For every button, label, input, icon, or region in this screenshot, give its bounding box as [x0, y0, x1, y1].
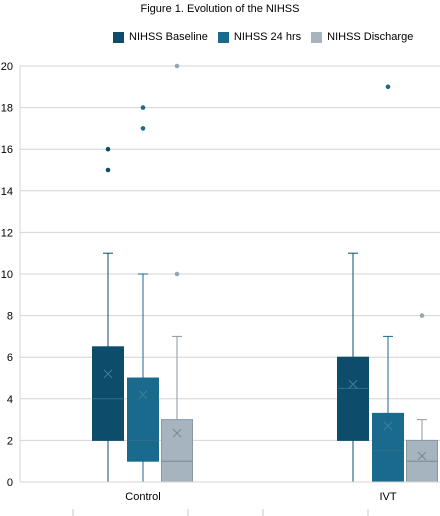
- legend-label-discharge: NIHSS Discharge: [327, 31, 414, 43]
- y-tick-label: 0: [7, 477, 13, 489]
- legend-swatch-discharge: [311, 31, 323, 43]
- y-tick-label: 4: [7, 394, 13, 406]
- outlier-point: [419, 313, 425, 318]
- box: [92, 346, 124, 441]
- legend-label-24hrs: NIHSS 24 hrs: [233, 31, 302, 43]
- legend-item-baseline: NIHSS Baseline: [113, 31, 208, 43]
- y-tick-label: 18: [1, 103, 13, 115]
- mean-marker: [417, 451, 427, 461]
- outlier-point: [140, 105, 146, 110]
- legend-swatch-baseline: [113, 31, 124, 43]
- legend-label-baseline: NIHSS Baseline: [129, 31, 208, 43]
- y-tick-label: 8: [7, 311, 13, 323]
- mean-marker: [103, 369, 113, 379]
- mean-marker: [348, 379, 358, 389]
- outlier-point: [385, 84, 391, 90]
- box: [337, 356, 369, 441]
- y-tick-label: 16: [1, 144, 13, 156]
- outlier-point: [105, 146, 111, 152]
- y-tick-label: 10: [1, 269, 13, 281]
- y-tick-label: 6: [7, 352, 13, 364]
- box: [372, 412, 404, 483]
- mean-marker: [172, 428, 182, 438]
- outlier-point: [174, 63, 180, 69]
- y-tick-label: 20: [1, 61, 13, 73]
- chart-title: Figure 1. Evolution of the NIHSS: [140, 3, 300, 15]
- outlier-point: [140, 126, 146, 131]
- box: [127, 377, 159, 462]
- y-tick-label: 2: [7, 435, 13, 447]
- outlier-point: [105, 167, 111, 173]
- x-category-label: IVT: [379, 491, 396, 503]
- box: [161, 419, 193, 483]
- y-tick-label: 12: [1, 227, 13, 239]
- x-category-label: Control: [125, 491, 160, 503]
- legend-swatch-24hrs: [217, 31, 229, 43]
- mean-marker: [383, 421, 393, 431]
- y-tick-label: 14: [1, 186, 13, 198]
- legend-item-discharge: NIHSS Discharge: [311, 31, 413, 43]
- legend-item-24hrs: NIHSS 24 hrs: [217, 31, 302, 43]
- mean-marker: [138, 390, 148, 399]
- outlier-point: [174, 271, 180, 277]
- legend: NIHSS Baseline NIHSS 24 hrs NIHSS Discha…: [113, 31, 413, 43]
